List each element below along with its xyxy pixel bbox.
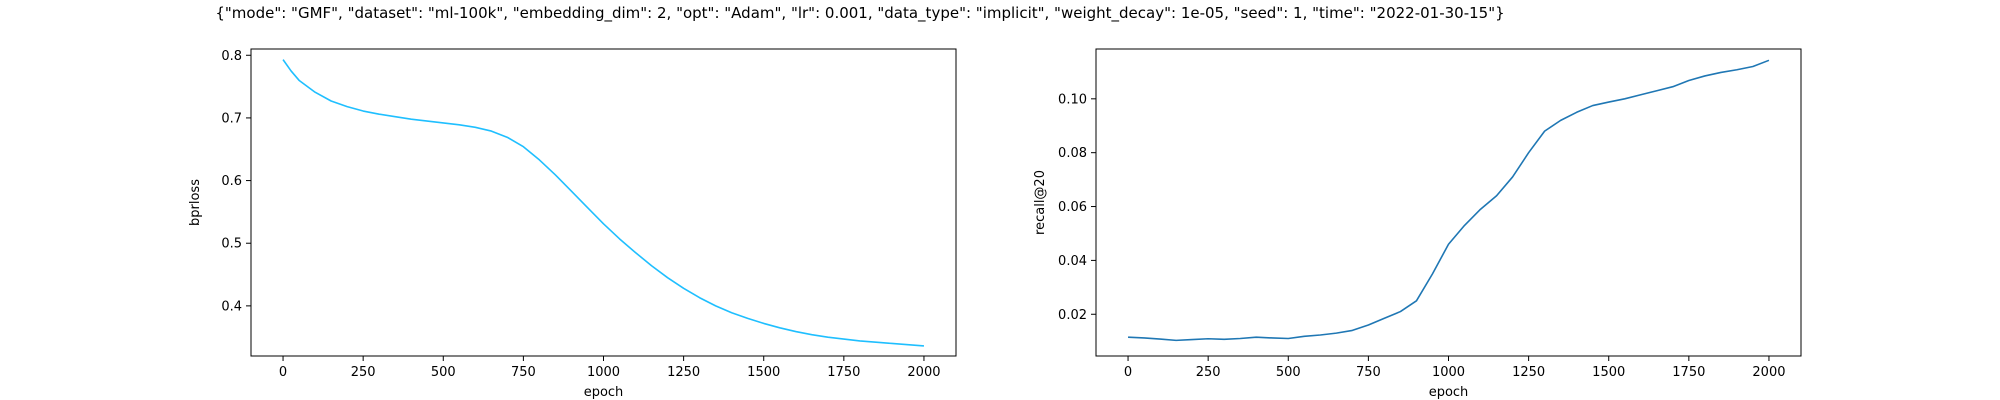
loss-xtick-label: 2000 (907, 365, 940, 380)
loss-xtick-label: 500 (431, 365, 456, 380)
recall-ytick-label: 0.02 (1058, 308, 1087, 323)
loss-ytick-label: 0.8 (221, 49, 242, 64)
recall-plot: 0 250 500 750 1000 1250 1500 1750 2000 0.02 0.04 0.… (1033, 48, 1802, 400)
recall-xtick-label: 1500 (1592, 365, 1625, 380)
loss-xlabel: epoch (584, 385, 624, 400)
loss-ylabel: bprloss (188, 179, 203, 226)
recall-xtick-label: 2000 (1752, 365, 1785, 380)
recall-xtick-label: 250 (1196, 365, 1221, 380)
loss-xtick-label: 250 (351, 365, 376, 380)
loss-xtick-label: 1750 (827, 365, 860, 380)
recall-axes-frame (1095, 48, 1802, 357)
recall-xtick-label: 0 (1124, 365, 1132, 380)
recall-ytick-label: 0.04 (1058, 254, 1087, 269)
loss-xtick-label: 750 (511, 365, 536, 380)
recall-xtick-label: 1000 (1432, 365, 1465, 380)
loss-ytick-label: 0.4 (221, 299, 242, 314)
recall-xtick-label: 1250 (1512, 365, 1545, 380)
recall-ytick-label: 0.06 (1058, 200, 1087, 215)
loss-plot: 0 250 500 750 1000 1250 1500 1750 2000 0.4 0.5 0.6 0… (188, 48, 957, 400)
loss-axes-frame (250, 48, 957, 357)
recall-xtick-label: 1750 (1672, 365, 1705, 380)
recall-ylabel: recall@20 (1033, 170, 1048, 235)
loss-xtick-label: 1000 (587, 365, 620, 380)
recall-xtick-label: 750 (1356, 365, 1381, 380)
loss-xtick-label: 1500 (747, 365, 780, 380)
recall-xlabel: epoch (1429, 385, 1469, 400)
loss-ytick-label: 0.6 (221, 174, 242, 189)
recall-xtick-label: 500 (1276, 365, 1301, 380)
recall-ytick-label: 0.10 (1058, 92, 1087, 107)
recall-ytick-label: 0.08 (1058, 146, 1087, 161)
loss-xtick-label: 0 (279, 365, 287, 380)
loss-ytick-label: 0.5 (221, 237, 242, 252)
loss-ytick-label: 0.7 (221, 111, 242, 126)
recall-series-line (1128, 59, 1770, 342)
loss-series-line (282, 59, 925, 347)
loss-xtick-label: 1250 (667, 365, 700, 380)
figure-title: {"mode": "GMF", "dataset": "ml-100k", "e… (215, 4, 1505, 22)
